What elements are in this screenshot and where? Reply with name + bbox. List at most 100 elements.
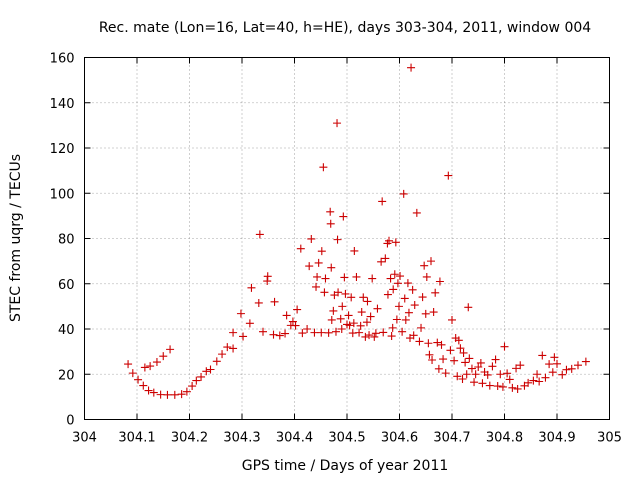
data-point — [144, 386, 153, 395]
data-point — [317, 247, 326, 256]
data-point — [404, 308, 413, 317]
data-point — [462, 370, 471, 379]
data-point — [303, 325, 312, 333]
data-point — [408, 285, 417, 294]
data-point — [163, 390, 172, 399]
data-point — [454, 336, 463, 345]
data-point — [434, 364, 443, 373]
data-point — [149, 388, 158, 397]
data-point — [229, 328, 238, 337]
data-point — [453, 372, 462, 381]
data-point — [344, 311, 353, 320]
data-point — [245, 319, 254, 328]
y-tick-label: 160 — [50, 52, 75, 67]
data-point — [491, 355, 500, 364]
data-point — [541, 373, 550, 382]
data-point — [378, 197, 387, 206]
data-point — [498, 382, 507, 391]
data-point — [535, 377, 544, 386]
data-point — [391, 238, 400, 247]
data-point — [128, 369, 137, 378]
data-point — [341, 289, 350, 298]
y-tick-label: 100 — [50, 187, 75, 202]
data-point — [377, 257, 386, 266]
x-tick-label: 304.7 — [433, 431, 470, 446]
data-point — [394, 302, 403, 311]
data-point — [431, 288, 440, 297]
data-point — [493, 382, 502, 391]
data-point — [505, 375, 514, 384]
data-point — [152, 358, 161, 367]
y-tick-label: 0 — [66, 414, 74, 429]
data-point — [567, 364, 576, 373]
data-point — [326, 207, 335, 216]
data-point — [562, 365, 571, 374]
data-point — [146, 362, 155, 371]
data-point — [327, 263, 336, 272]
data-point — [337, 325, 346, 333]
data-point — [464, 303, 473, 312]
data-point — [236, 309, 245, 318]
data-point — [156, 390, 165, 399]
data-point — [458, 375, 467, 384]
data-point — [259, 327, 267, 336]
x-tick-label: 305 — [597, 431, 622, 446]
data-point — [410, 301, 419, 310]
data-point — [188, 382, 197, 391]
data-point — [298, 329, 307, 338]
data-point — [139, 381, 148, 390]
data-point — [282, 311, 291, 320]
data-point — [513, 384, 522, 393]
data-point — [333, 235, 342, 244]
data-point — [288, 317, 297, 326]
data-point — [427, 257, 435, 266]
data-point — [296, 244, 305, 253]
data-point — [159, 352, 168, 361]
data-point — [327, 315, 336, 324]
data-point — [356, 321, 365, 330]
data-point — [379, 328, 388, 337]
x-tick-label: 304.8 — [486, 431, 523, 446]
data-point — [429, 308, 438, 317]
data-point — [401, 315, 410, 324]
data-point — [340, 273, 349, 282]
data-point — [478, 379, 487, 388]
y-tick-label: 20 — [58, 368, 75, 383]
data-point — [293, 305, 302, 314]
data-point — [269, 330, 278, 339]
data-point — [363, 297, 372, 306]
data-point — [425, 350, 434, 359]
data-point — [465, 354, 474, 363]
chart-title: Rec. mate (Lon=16, Lat=40, h=HE), days 3… — [99, 20, 591, 36]
data-point — [326, 219, 335, 228]
x-tick-label: 304.6 — [381, 431, 418, 446]
data-point — [314, 258, 323, 267]
data-point — [389, 285, 398, 294]
data-point — [247, 283, 256, 292]
data-point — [345, 321, 354, 330]
data-point — [370, 332, 379, 341]
data-point — [500, 342, 509, 351]
data-point — [357, 308, 366, 317]
y-tick-label: 80 — [58, 233, 75, 248]
data-point — [270, 297, 279, 306]
data-point — [202, 367, 211, 376]
data-point — [470, 378, 479, 387]
data-point — [398, 327, 407, 336]
data-point — [218, 350, 227, 359]
data-point — [548, 368, 557, 377]
data-point — [512, 364, 521, 373]
data-point — [444, 171, 453, 180]
data-point — [206, 365, 215, 374]
data-point — [467, 364, 476, 373]
data-point — [476, 358, 485, 367]
data-point — [415, 337, 424, 346]
data-point — [471, 370, 480, 379]
data-point — [254, 298, 263, 307]
x-tick-label: 304.2 — [171, 431, 208, 446]
y-tick-label: 60 — [58, 278, 75, 293]
data-point — [439, 355, 448, 364]
data-point — [223, 343, 232, 352]
data-point — [373, 304, 382, 313]
data-point — [349, 319, 358, 328]
